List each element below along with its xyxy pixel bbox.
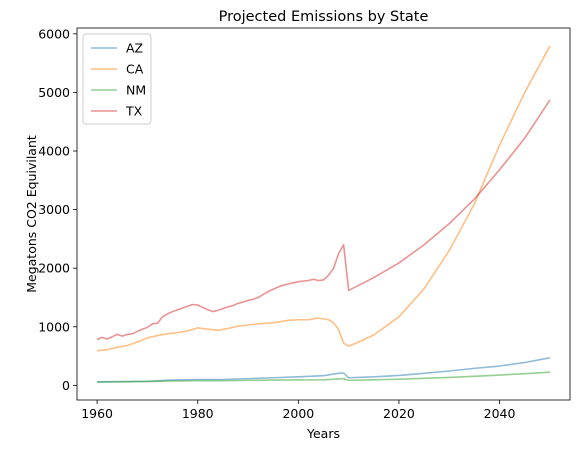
legend: AZ CA NM TX xyxy=(82,33,152,125)
legend-label-ca: CA xyxy=(126,62,144,77)
x-axis-title: Years xyxy=(306,426,340,441)
ticks-layer: 1960 1980 2000 2020 2040 0 1000 2000 3000 4000 500… xyxy=(38,26,515,421)
series-line-nm xyxy=(97,371,550,383)
legend-label-tx: TX xyxy=(125,104,143,119)
y-axis-title: Megatons CO2 Equivilant xyxy=(24,135,39,293)
series-line-ca xyxy=(97,45,551,352)
legend-box xyxy=(82,33,152,125)
x-tick-label: 2020 xyxy=(383,406,415,421)
plot-frame xyxy=(76,27,571,401)
legend-label-az: AZ xyxy=(126,41,143,56)
y-tick-label: 1000 xyxy=(38,319,70,334)
legend-label-nm: NM xyxy=(126,83,146,98)
x-tick-label: 1980 xyxy=(182,406,214,421)
x-tick-label: 2000 xyxy=(282,406,314,421)
y-tick-label: 0 xyxy=(62,378,70,393)
x-tick-label: 1960 xyxy=(81,406,113,421)
series-line-tx xyxy=(96,99,551,341)
series-line-az xyxy=(97,357,551,383)
y-tick-label: 4000 xyxy=(38,144,70,159)
series-layer xyxy=(96,45,551,383)
y-tick-label: 5000 xyxy=(38,85,70,100)
y-tick-label: 2000 xyxy=(38,261,70,276)
y-tick-label: 6000 xyxy=(38,26,70,41)
chart-title: Projected Emissions by State xyxy=(219,9,429,25)
y-tick-label: 3000 xyxy=(38,202,70,217)
x-tick-label: 2040 xyxy=(484,406,516,421)
